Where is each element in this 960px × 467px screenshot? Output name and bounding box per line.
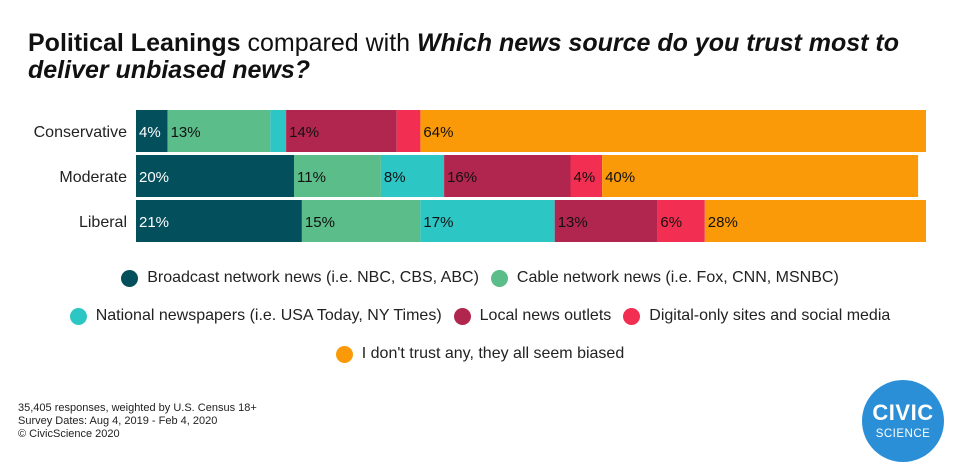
stacked-bar-chart: Conservative 4% 13% 14% 64% Moderate 20% 11% 8% 1…	[34, 110, 926, 242]
data-label-moderate-series-3: 16%	[447, 169, 477, 186]
bar-conservative-series-2	[270, 110, 287, 152]
data-label-liberal-series-0: 21%	[139, 214, 169, 231]
category-label-moderate: Moderate	[59, 169, 127, 186]
bar-liberal-series-2	[420, 200, 555, 242]
legend-swatch	[335, 345, 353, 363]
data-label-conservative-series-5: 64%	[423, 124, 453, 141]
legend-item: Cable network news (i.e. Fox, CNN, MSNBC…	[490, 269, 839, 287]
data-label-conservative-series-0: 4%	[139, 124, 161, 141]
legend-item: Local news outlets	[453, 307, 612, 325]
bar-moderate-series-5	[602, 155, 919, 197]
legend-label: Broadcast network news (i.e. NBC, CBS, A…	[147, 269, 479, 286]
logo-line-1: CIVIC	[872, 400, 934, 425]
title-part-1: Political Leanings	[28, 29, 241, 57]
bar-moderate-series-0	[136, 155, 294, 197]
bar-liberal-series-3	[554, 200, 658, 242]
data-label-liberal-series-2: 17%	[423, 214, 453, 231]
bar-moderate-series-2	[380, 155, 445, 197]
footnote-dates: Survey Dates: Aug 4, 2019 - Feb 4, 2020	[18, 415, 218, 427]
legend-item: National newspapers (i.e. USA Today, NY …	[69, 307, 442, 325]
legend-label: I don't trust any, they all seem biased	[361, 345, 625, 362]
footnote-responses: 35,405 responses, weighted by U.S. Censu…	[18, 402, 257, 414]
chart-title: Political Leanings compared with Which n…	[28, 30, 928, 84]
legend-item: I don't trust any, they all seem biased	[335, 345, 625, 363]
data-label-moderate-series-2: 8%	[384, 169, 406, 186]
bar-liberal-series-1	[301, 200, 421, 242]
legend-label: Digital-only sites and social media	[649, 307, 891, 324]
category-label-conservative: Conservative	[34, 124, 127, 141]
legend-label: Cable network news (i.e. Fox, CNN, MSNBC…	[516, 269, 839, 286]
data-label-moderate-series-4: 4%	[574, 169, 596, 186]
legend-label: National newspapers (i.e. USA Today, NY …	[95, 307, 442, 324]
legend-item: Digital-only sites and social media	[623, 307, 890, 325]
footnote: 35,405 responses, weighted by U.S. Censu…	[18, 402, 257, 441]
data-label-moderate-series-0: 20%	[139, 169, 169, 186]
bar-liberal-series-4	[657, 200, 705, 242]
bar-conservative-series-4	[396, 110, 421, 152]
bar-conservative-series-0	[136, 110, 168, 152]
legend-label: Local news outlets	[479, 307, 612, 324]
data-label-conservative-series-1: 13%	[171, 124, 201, 141]
data-label-liberal-series-4: 6%	[660, 214, 682, 231]
data-label-liberal-series-3: 13%	[558, 214, 588, 231]
data-label-liberal-series-5: 28%	[708, 214, 738, 231]
legend-item: Broadcast network news (i.e. NBC, CBS, A…	[121, 269, 479, 287]
footnote-copyright: © CivicScience 2020	[18, 428, 120, 440]
legend-row: I don't trust any, they all seem biased	[0, 344, 960, 364]
data-label-moderate-series-5: 40%	[605, 169, 635, 186]
bar-conservative-series-3	[286, 110, 397, 152]
bar-moderate-series-1	[294, 155, 381, 197]
bar-liberal-series-0	[136, 200, 302, 242]
legend-row: National newspapers (i.e. USA Today, NY …	[0, 306, 960, 326]
data-label-conservative-series-3: 14%	[289, 124, 319, 141]
data-label-liberal-series-1: 15%	[305, 214, 335, 231]
logo-line-2: SCIENCE	[875, 428, 931, 440]
civicscience-logo: CIVIC SCIENCE	[862, 380, 944, 462]
legend-swatch	[453, 307, 471, 325]
bar-moderate-series-4	[570, 155, 603, 197]
bar-moderate-series-3	[444, 155, 571, 197]
bar-liberal-series-5	[704, 200, 926, 242]
data-label-moderate-series-1: 11%	[297, 169, 326, 186]
category-label-liberal: Liberal	[79, 214, 127, 231]
title-part-3: Which news source do you trust most to d…	[28, 29, 900, 84]
bar-conservative-series-5	[420, 110, 926, 152]
legend-swatch	[69, 307, 87, 325]
legend-swatch	[490, 269, 508, 287]
legend-swatch	[623, 307, 641, 325]
legend-row: Broadcast network news (i.e. NBC, CBS, A…	[0, 268, 960, 288]
bar-conservative-series-1	[167, 110, 271, 152]
legend-swatch	[121, 269, 139, 287]
legend: Broadcast network news (i.e. NBC, CBS, A…	[0, 268, 960, 382]
title-part-2: compared with	[240, 29, 418, 57]
